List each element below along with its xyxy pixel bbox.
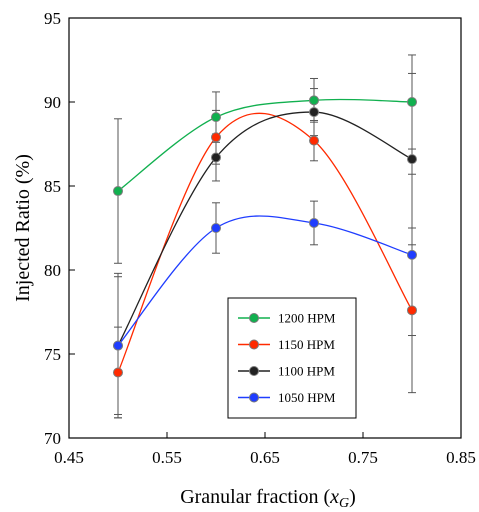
y-tick-label: 85 xyxy=(44,177,61,196)
data-point-1150-hpm xyxy=(309,135,319,146)
data-point-1100-hpm xyxy=(309,107,319,118)
x-tick-label: 0.65 xyxy=(250,448,280,467)
legend-label-1200-hpm: 1200 HPM xyxy=(278,311,336,326)
data-point-1050-hpm xyxy=(407,249,417,260)
data-point-1150-hpm xyxy=(407,305,417,316)
data-point-1050-hpm xyxy=(211,223,221,233)
legend-marker-1200-hpm xyxy=(249,313,259,323)
legend: 1200 HPM 1150 HPM 1100 HPM 1050 HPM xyxy=(227,297,357,419)
x-axis-title-text: Granular fraction ( xyxy=(180,486,330,508)
series-line-1200-hpm xyxy=(117,98,413,192)
x-tick-label: 0.75 xyxy=(348,448,378,467)
series-line-1100-hpm xyxy=(117,111,413,346)
y-tick-label: 95 xyxy=(44,9,61,28)
axes: 70 75 80 85 90 95 0.45 0.55 0.65 0.75 0.85 xyxy=(44,9,476,467)
data-point-1150-hpm xyxy=(113,367,123,378)
legend-marker-1050-hpm xyxy=(249,392,259,403)
x-axis-title-subscript: G xyxy=(339,496,349,511)
data-point-1200-hpm xyxy=(211,112,221,123)
y-tick-label: 80 xyxy=(44,261,61,280)
data-point-1150-hpm xyxy=(211,132,221,143)
legend-label-1100-hpm: 1100 HPM xyxy=(278,364,335,379)
data-point-1200-hpm xyxy=(407,97,417,107)
data-point-1200-hpm xyxy=(309,95,319,106)
data-points xyxy=(113,95,417,378)
series-line-1150-hpm xyxy=(117,112,413,373)
data-point-1050-hpm xyxy=(309,217,319,228)
x-tick-label: 0.45 xyxy=(54,448,84,467)
y-tick-label: 90 xyxy=(44,93,61,112)
series-curves xyxy=(117,98,413,373)
x-axis-title-symbol: x xyxy=(329,486,339,508)
x-tick-label: 0.85 xyxy=(446,448,476,467)
x-axis-title-close: ) xyxy=(349,486,356,508)
legend-label-1050-hpm: 1050 HPM xyxy=(278,390,336,405)
y-tick-label: 70 xyxy=(44,429,61,448)
legend-marker-1150-hpm xyxy=(249,339,259,350)
y-tick-label: 75 xyxy=(44,345,61,364)
x-axis-title: Granular fraction (xG) xyxy=(180,486,356,511)
series-line-1050-hpm xyxy=(117,215,413,347)
legend-label-1150-hpm: 1150 HPM xyxy=(278,337,335,352)
legend-marker-1100-hpm xyxy=(249,366,259,376)
x-tick-label: 0.55 xyxy=(152,448,182,467)
data-point-1200-hpm xyxy=(113,186,123,197)
data-point-1050-hpm xyxy=(113,340,123,351)
data-point-1100-hpm xyxy=(211,152,221,163)
y-axis-title: Injected Ratio (%) xyxy=(12,154,34,302)
data-point-1100-hpm xyxy=(407,154,417,165)
